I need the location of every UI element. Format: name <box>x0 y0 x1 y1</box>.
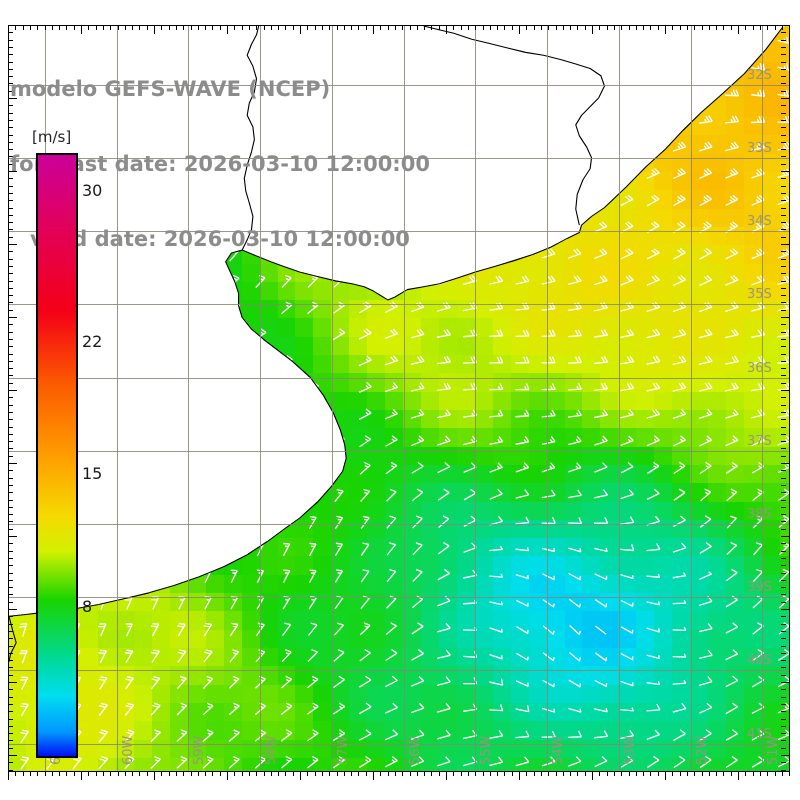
lat-label-36S: 36S <box>747 361 772 376</box>
lat-label-32S: 32S <box>747 68 772 83</box>
gridline-lon-56W <box>404 26 405 771</box>
gridline-lat-33S <box>9 158 789 159</box>
gridline-lat-39S <box>9 597 789 598</box>
lon-label-52W: 52W <box>695 735 710 765</box>
gridline-lat-35S <box>9 304 789 305</box>
gridline-lon-59W <box>188 26 189 771</box>
lat-label-41S: 41S <box>747 727 772 742</box>
wind-speed-raster <box>9 26 789 771</box>
top-axis-ticks <box>8 25 791 35</box>
gridline-lat-40S <box>9 670 789 671</box>
gridline-lat-36S <box>9 378 789 379</box>
colorbar-tick-30: 30 <box>82 180 103 200</box>
title-model-line: modelo GEFS-WAVE (NCEP) <box>10 77 331 101</box>
lon-label-56W: 56W <box>408 735 423 765</box>
gridline-lat-37S <box>9 451 789 452</box>
colorbar-tick-22: 22 <box>82 332 103 352</box>
lat-label-38S: 38S <box>747 507 772 522</box>
lat-label-40S: 40S <box>747 653 772 668</box>
lon-label-59W: 59W <box>192 735 207 765</box>
lat-label-39S: 39S <box>747 580 772 595</box>
colorbar-unit-label: [m/s] <box>32 128 72 146</box>
lon-label-58W: 58W <box>264 735 279 765</box>
gridline-lon-58W <box>260 26 261 771</box>
lon-label-60W: 60W <box>121 735 136 765</box>
lon-label-57W: 57W <box>336 735 351 765</box>
lat-label-35S: 35S <box>747 287 772 302</box>
lon-label-54W: 54W <box>551 735 566 765</box>
gridline-lon-60W <box>117 26 118 771</box>
lon-label-55W: 55W <box>479 735 494 765</box>
gridline-lat-38S <box>9 524 789 525</box>
gridline-lon-54W <box>547 26 548 771</box>
lat-label-33S: 33S <box>747 141 772 156</box>
gridline-lat-34S <box>9 231 789 232</box>
gridline-lon-51W <box>762 26 763 771</box>
bottom-axis-ticks <box>8 771 791 781</box>
colorbar-tick-15: 15 <box>82 464 103 484</box>
lat-label-37S: 37S <box>747 434 772 449</box>
gridline-lon-57W <box>332 26 333 771</box>
colorbar-tick-8: 8 <box>82 596 93 616</box>
gridline-lon-52W <box>691 26 692 771</box>
gridline-lon-55W <box>475 26 476 771</box>
right-axis-ticks <box>781 25 791 772</box>
lat-label-34S: 34S <box>747 214 772 229</box>
map-plot-area[interactable]: 61W60W59W58W57W56W55W54W53W52W51W 32S33S… <box>8 25 790 772</box>
gridline-lat-41S <box>9 744 789 745</box>
gridline-lon-53W <box>619 26 620 771</box>
gridline-lat-32S <box>9 85 789 86</box>
lon-label-53W: 53W <box>623 735 638 765</box>
left-axis-ticks <box>8 25 18 772</box>
colorbar-gradient <box>36 153 78 758</box>
